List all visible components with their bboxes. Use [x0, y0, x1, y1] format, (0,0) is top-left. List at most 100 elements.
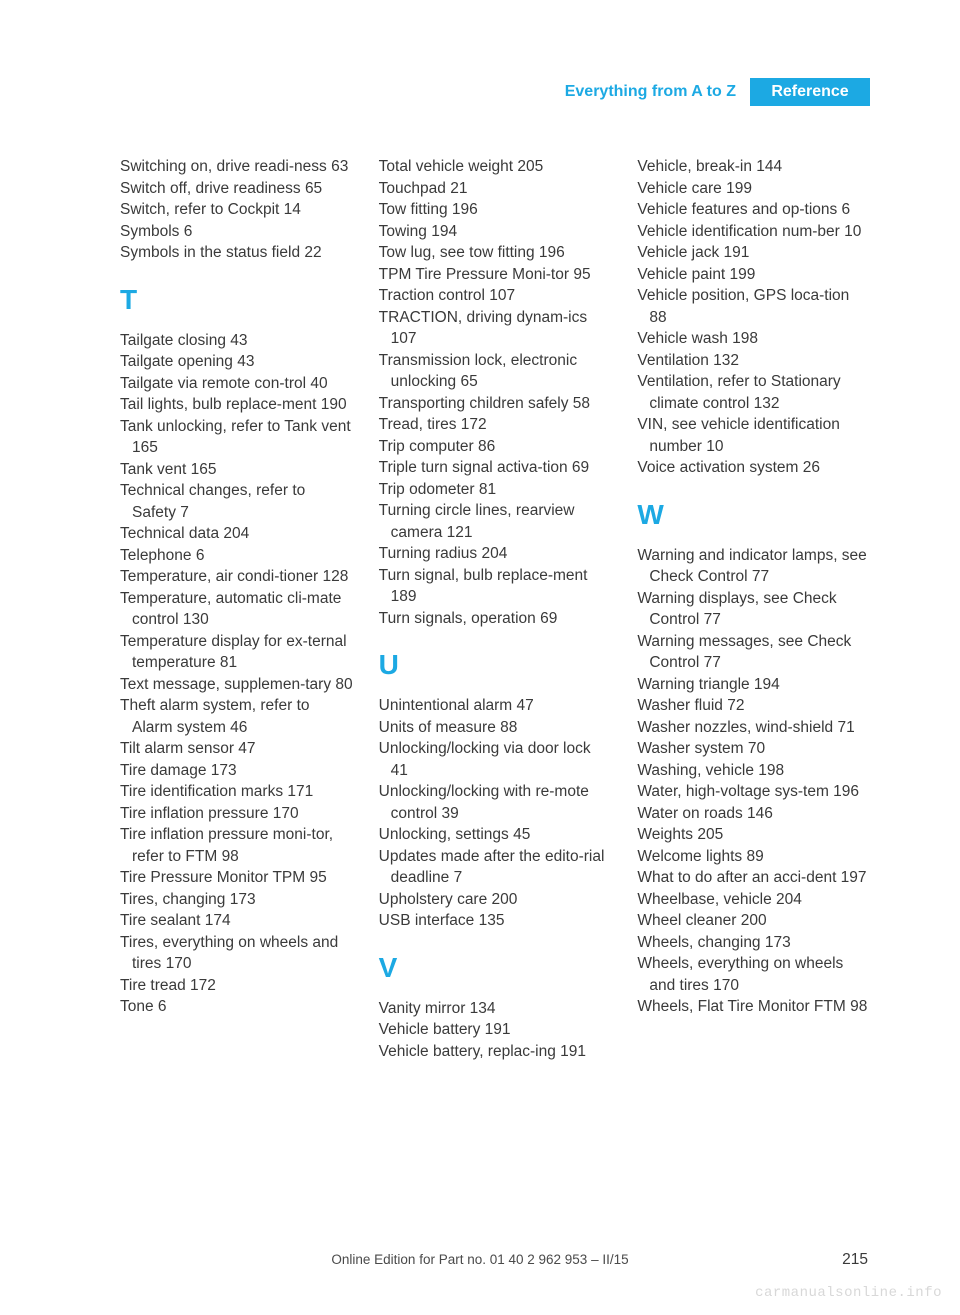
index-entry: Symbols 6 [120, 221, 353, 243]
index-entry: Warning triangle 194 [637, 674, 870, 696]
index-entry: Weights 205 [637, 824, 870, 846]
index-entry: Units of measure 88 [379, 717, 612, 739]
page-number: 215 [842, 1251, 868, 1269]
index-entry: Unlocking/locking with re‐mote control 3… [379, 781, 612, 824]
index-entry: Wheelbase, vehicle 204 [637, 889, 870, 911]
index-entry: Telephone 6 [120, 545, 353, 567]
index-entry: Tire sealant 174 [120, 910, 353, 932]
index-entry: Tow lug, see tow fitting 196 [379, 242, 612, 264]
index-entry: Warning displays, see Check Control 77 [637, 588, 870, 631]
index-entry: Turn signal, bulb replace‐ment 189 [379, 565, 612, 608]
index-entry: Tow fitting 196 [379, 199, 612, 221]
index-entry: Welcome lights 89 [637, 846, 870, 868]
index-entry: Turning radius 204 [379, 543, 612, 565]
index-entry: Tailgate via remote con‐trol 40 [120, 373, 353, 395]
index-column-2: Total vehicle weight 205Touchpad 21Tow f… [379, 156, 612, 1062]
index-entry: Wheels, changing 173 [637, 932, 870, 954]
index-entry: Triple turn signal activa‐tion 69 [379, 457, 612, 479]
index-entry: Washing, vehicle 198 [637, 760, 870, 782]
index-entry: Tire damage 173 [120, 760, 353, 782]
header: Everything from A to Z Reference [120, 78, 870, 106]
index-entry: Total vehicle weight 205 [379, 156, 612, 178]
index-entry: Vehicle jack 191 [637, 242, 870, 264]
index-entry: Vehicle wash 198 [637, 328, 870, 350]
index-columns: Switching on, drive readi‐ness 63Switch … [120, 156, 870, 1062]
index-entry: Washer fluid 72 [637, 695, 870, 717]
index-entry: Tire tread 172 [120, 975, 353, 997]
index-entry: Vehicle identification num‐ber 10 [637, 221, 870, 243]
index-entry: Upholstery care 200 [379, 889, 612, 911]
index-entry: Wheel cleaner 200 [637, 910, 870, 932]
watermark: carmanualsonline.info [755, 1285, 942, 1301]
index-entry: Tail lights, bulb replace‐ment 190 [120, 394, 353, 416]
index-entry: Tire Pressure Monitor TPM 95 [120, 867, 353, 889]
index-entry: Text message, supplemen‐tary 80 [120, 674, 353, 696]
index-entry: Turning circle lines, rearview camera 12… [379, 500, 612, 543]
index-letter: V [379, 952, 612, 984]
index-entry: Washer nozzles, wind‐shield 71 [637, 717, 870, 739]
index-entry: Updates made after the edito‐rial deadli… [379, 846, 612, 889]
index-entry: Vehicle battery, replac‐ing 191 [379, 1041, 612, 1063]
index-entry: Tilt alarm sensor 47 [120, 738, 353, 760]
index-column-3: Vehicle, break-in 144Vehicle care 199Veh… [637, 156, 870, 1062]
index-entry: VIN, see vehicle identification number 1… [637, 414, 870, 457]
index-entry: Touchpad 21 [379, 178, 612, 200]
index-entry: USB interface 135 [379, 910, 612, 932]
index-entry: TRACTION, driving dynam‐ics 107 [379, 307, 612, 350]
index-entry: Theft alarm system, refer to Alarm syste… [120, 695, 353, 738]
index-entry: Vehicle features and op‐tions 6 [637, 199, 870, 221]
index-entry: Transmission lock, electronic unlocking … [379, 350, 612, 393]
index-entry: Trip computer 86 [379, 436, 612, 458]
page: Everything from A to Z Reference Switchi… [0, 0, 960, 1315]
index-entry: Vehicle position, GPS loca‐tion 88 [637, 285, 870, 328]
index-entry: TPM Tire Pressure Moni‐tor 95 [379, 264, 612, 286]
index-entry: Traction control 107 [379, 285, 612, 307]
index-entry: Tires, everything on wheels and tires 17… [120, 932, 353, 975]
index-entry: Vehicle, break-in 144 [637, 156, 870, 178]
index-entry: Switch, refer to Cockpit 14 [120, 199, 353, 221]
index-entry: Vehicle battery 191 [379, 1019, 612, 1041]
index-entry: Vehicle paint 199 [637, 264, 870, 286]
index-entry: Switching on, drive readi‐ness 63 [120, 156, 353, 178]
index-entry: Tire identification marks 171 [120, 781, 353, 803]
index-entry: Tank vent 165 [120, 459, 353, 481]
index-entry: Unlocking, settings 45 [379, 824, 612, 846]
index-entry: Tailgate opening 43 [120, 351, 353, 373]
index-entry: Washer system 70 [637, 738, 870, 760]
index-entry: Towing 194 [379, 221, 612, 243]
index-entry: Warning and indicator lamps, see Check C… [637, 545, 870, 588]
index-entry: What to do after an acci‐dent 197 [637, 867, 870, 889]
index-entry: Tone 6 [120, 996, 353, 1018]
index-entry: Transporting children safely 58 [379, 393, 612, 415]
index-letter: W [637, 499, 870, 531]
index-entry: Water, high-voltage sys‐tem 196 [637, 781, 870, 803]
index-column-1: Switching on, drive readi‐ness 63Switch … [120, 156, 353, 1062]
index-entry: Unlocking/locking via door lock 41 [379, 738, 612, 781]
index-entry: Voice activation system 26 [637, 457, 870, 479]
index-entry: Tire inflation pressure 170 [120, 803, 353, 825]
index-entry: Wheels, Flat Tire Monitor FTM 98 [637, 996, 870, 1018]
breadcrumb: Everything from A to Z [565, 78, 750, 106]
index-letter: U [379, 649, 612, 681]
section-chip: Reference [750, 78, 870, 106]
index-entry: Temperature, automatic cli‐mate control … [120, 588, 353, 631]
index-entry: Unintentional alarm 47 [379, 695, 612, 717]
index-entry: Ventilation 132 [637, 350, 870, 372]
index-entry: Temperature display for ex‐ternal temper… [120, 631, 353, 674]
index-entry: Tailgate closing 43 [120, 330, 353, 352]
index-entry: Vehicle care 199 [637, 178, 870, 200]
index-entry: Water on roads 146 [637, 803, 870, 825]
index-entry: Technical data 204 [120, 523, 353, 545]
index-entry: Tire inflation pressure moni‐tor, refer … [120, 824, 353, 867]
index-entry: Turn signals, operation 69 [379, 608, 612, 630]
index-entry: Ventilation, refer to Stationary climate… [637, 371, 870, 414]
footer-text: Online Edition for Part no. 01 40 2 962 … [0, 1252, 960, 1267]
index-entry: Switch off, drive readiness 65 [120, 178, 353, 200]
index-entry: Temperature, air condi‐tioner 128 [120, 566, 353, 588]
index-entry: Trip odometer 81 [379, 479, 612, 501]
index-entry: Vanity mirror 134 [379, 998, 612, 1020]
index-entry: Tread, tires 172 [379, 414, 612, 436]
index-entry: Tires, changing 173 [120, 889, 353, 911]
index-entry: Symbols in the status field 22 [120, 242, 353, 264]
index-entry: Warning messages, see Check Control 77 [637, 631, 870, 674]
